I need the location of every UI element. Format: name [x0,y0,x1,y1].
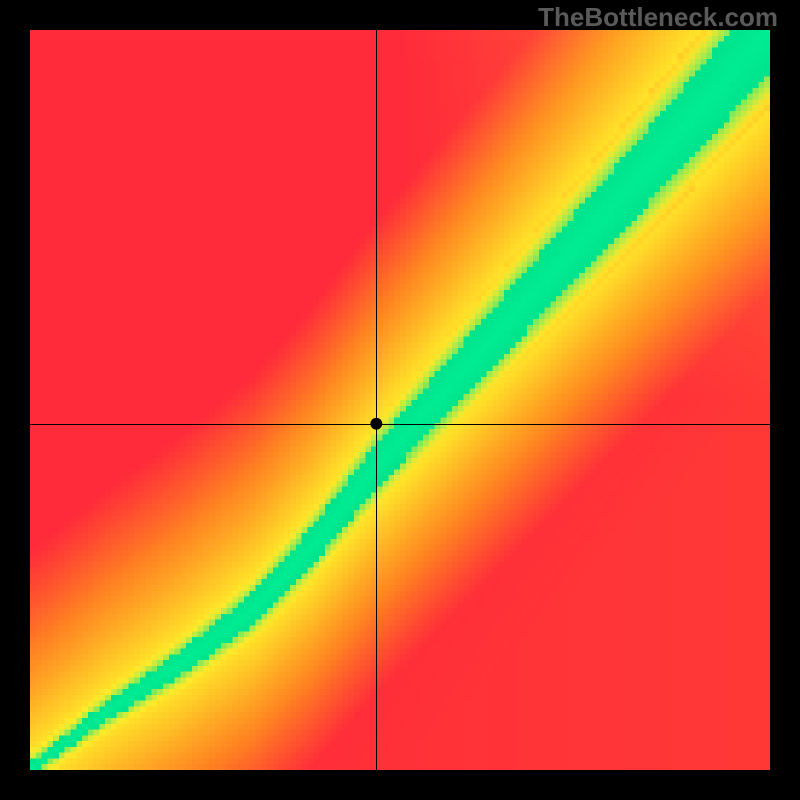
crosshair-overlay [30,30,770,770]
chart-container: { "watermark": { "text": "TheBottleneck.… [0,0,800,800]
watermark-text: TheBottleneck.com [538,2,778,33]
